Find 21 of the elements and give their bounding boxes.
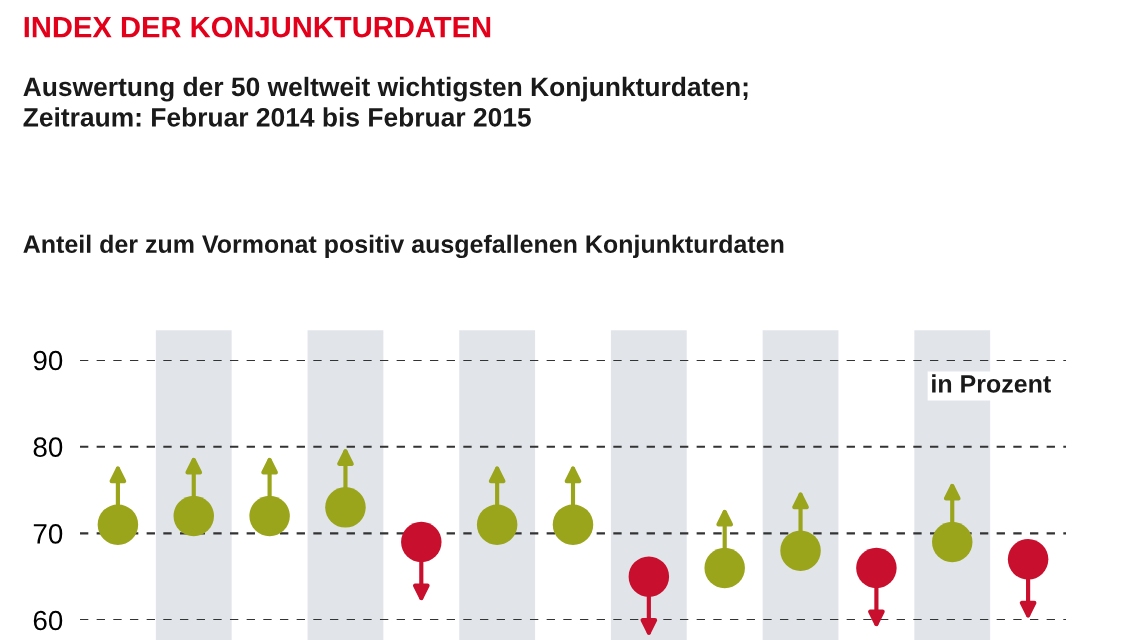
point: [932, 521, 973, 563]
point: [552, 504, 594, 545]
point: [856, 547, 897, 589]
point: [1007, 539, 1049, 580]
chart-title: INDEX DER KONJUNKTURDATEN: [24, 16, 491, 38]
point: [325, 487, 366, 528]
point: [173, 495, 214, 537]
y-tick-label: 80: [33, 437, 63, 458]
point: [476, 504, 518, 545]
y-tick-label: 90: [33, 350, 63, 371]
point: [97, 504, 139, 545]
chart-subtitle: Auswertung der 50 weltweit wichtigsten Konjunkturdaten; Zeitraum: Februar 2014 bis Februar 2015: [23, 76, 748, 127]
point: [401, 521, 442, 563]
point: [249, 495, 290, 537]
point: [780, 530, 821, 571]
y-tick-label: 60: [33, 610, 63, 631]
text: Anteil der zum Vormonat positiv ausgefallenen Konjunkturdaten: [23, 234, 784, 259]
point: [628, 556, 670, 597]
point: [704, 547, 745, 589]
y-tick-label: 70: [33, 524, 63, 544]
annotation: in Prozent: [932, 374, 1051, 393]
